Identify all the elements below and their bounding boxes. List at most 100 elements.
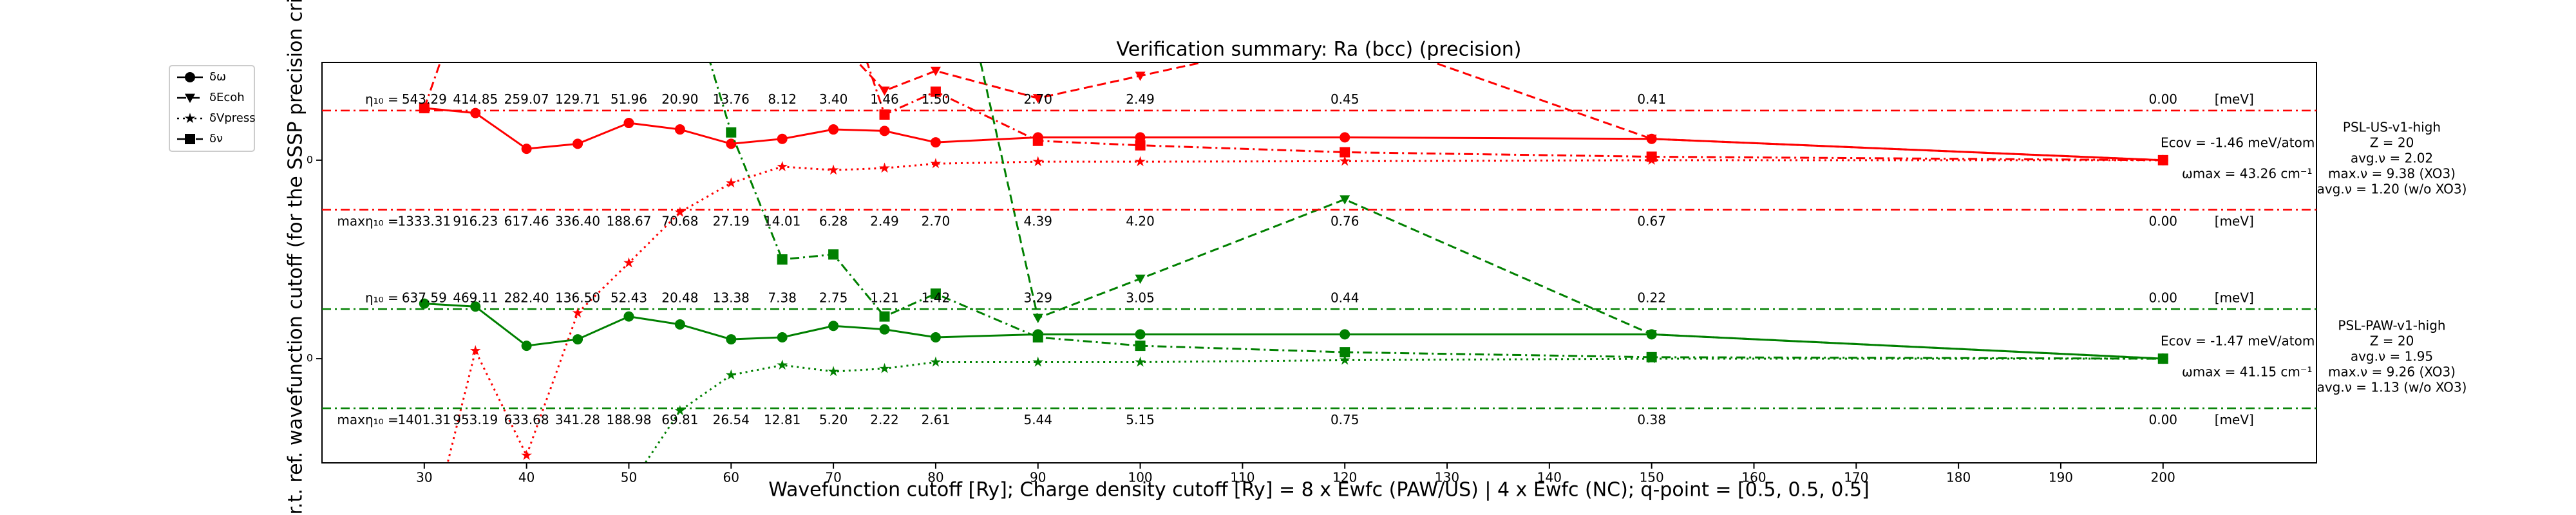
row-value: 5.20 [819, 412, 848, 427]
legend-marker [185, 72, 195, 82]
point [930, 158, 942, 169]
point [1032, 156, 1044, 167]
row-value: 1333.31 [397, 214, 451, 229]
row-value: 129.71 [555, 91, 600, 107]
row-label: η₁₀ = [365, 290, 399, 305]
omega-note: ωmax = 41.15 cm⁻¹ [2182, 364, 2312, 380]
row-value: 0.75 [1331, 412, 1359, 427]
row-value: 469.11 [453, 290, 498, 305]
omega-note: ωmax = 43.26 cm⁻¹ [2182, 165, 2312, 181]
family-note: Z = 20 [2370, 135, 2414, 150]
point [777, 133, 788, 144]
point [879, 109, 890, 120]
point [1646, 135, 1657, 144]
point [521, 144, 532, 154]
point [777, 254, 788, 265]
point [828, 249, 839, 260]
ecov-note: Ecov = -1.46 meV/atom [2161, 135, 2315, 150]
point [674, 405, 686, 416]
x-tick-label: 200 [2151, 470, 2175, 485]
point [879, 311, 890, 322]
family-note: max.ν = 9.38 (XO3) [2328, 165, 2456, 181]
row-value: 0.45 [1331, 91, 1359, 107]
series-line [424, 303, 2163, 360]
point [2157, 353, 2168, 364]
point [1646, 351, 1657, 362]
family-note: PSL-US-v1-high [2343, 119, 2441, 135]
point [930, 137, 941, 148]
row-value: 70.68 [661, 214, 698, 229]
family-note: PSL-PAW-v1-high [2338, 318, 2445, 333]
row-value: 20.48 [661, 290, 698, 305]
x-tick-label: 180 [1946, 470, 1971, 485]
legend-label: δEcoh [209, 91, 245, 104]
point [930, 288, 941, 299]
x-tick-label: 40 [518, 470, 535, 485]
point [573, 138, 583, 149]
row-value: 2.75 [819, 290, 848, 305]
x-tick-label: 120 [1332, 470, 1357, 485]
point [777, 332, 788, 342]
point [930, 356, 942, 367]
point [1135, 356, 1146, 367]
point [572, 307, 583, 318]
point [674, 319, 685, 330]
point [828, 164, 839, 175]
row-value: 0.00 [2149, 290, 2178, 305]
row-value: 27.19 [713, 214, 750, 229]
row-unit: [meV] [2215, 412, 2254, 427]
row-value: 2.49 [870, 214, 899, 229]
row-value: 617.46 [504, 214, 549, 229]
row-value: 414.85 [453, 91, 498, 107]
y-tick-label: 0 [307, 153, 313, 165]
legend-marker [184, 113, 196, 124]
row-value: 2.49 [1126, 91, 1155, 107]
plot-area [419, 62, 2169, 463]
point [1135, 132, 1146, 143]
row-value: 0.76 [1331, 214, 1359, 229]
point [726, 334, 737, 345]
row-value: 0.00 [2149, 91, 2178, 107]
row-value: 2.70 [1023, 91, 1052, 107]
point [1135, 274, 1146, 285]
point [419, 298, 430, 309]
family-note: avg.ν = 1.95 [2351, 349, 2433, 364]
point [726, 127, 737, 138]
row-value: 7.38 [768, 290, 797, 305]
point [521, 341, 532, 351]
family-note: max.ν = 9.26 (XO3) [2328, 364, 2456, 380]
point [1135, 156, 1146, 167]
row-value: 69.81 [661, 412, 698, 427]
point [1646, 330, 1657, 340]
point [828, 366, 839, 377]
x-tick-label: 150 [1640, 470, 1664, 485]
point [1032, 94, 1043, 104]
legend-marker [185, 134, 195, 144]
row-value: 259.07 [504, 91, 549, 107]
x-tick-label: 190 [2049, 470, 2073, 485]
y-tick-label: 0 [307, 352, 313, 364]
point [1032, 135, 1043, 146]
point [1339, 155, 1350, 166]
x-tick-label: 60 [723, 470, 739, 485]
row-value: 543.29 [402, 91, 447, 107]
legend-label: δω [209, 70, 226, 84]
point [1032, 332, 1043, 342]
x-tick-label: 140 [1537, 470, 1562, 485]
point [1340, 147, 1350, 158]
legend-box [169, 65, 255, 152]
x-axis-label: Wavefunction cutoff [Ry]; Charge density… [768, 479, 1870, 501]
point [1340, 347, 1350, 358]
point [930, 66, 941, 77]
plot-frame [321, 62, 2317, 464]
series-line [424, 107, 2163, 162]
point [879, 86, 890, 96]
row-value: 1.42 [922, 290, 951, 305]
point [930, 332, 941, 342]
row-value: 188.67 [606, 214, 651, 229]
row-label: maxη₁₀ = [337, 214, 398, 229]
family-note: avg.ν = 2.02 [2351, 150, 2433, 165]
row-value: 14.01 [764, 214, 800, 229]
series-line [423, 62, 2163, 162]
